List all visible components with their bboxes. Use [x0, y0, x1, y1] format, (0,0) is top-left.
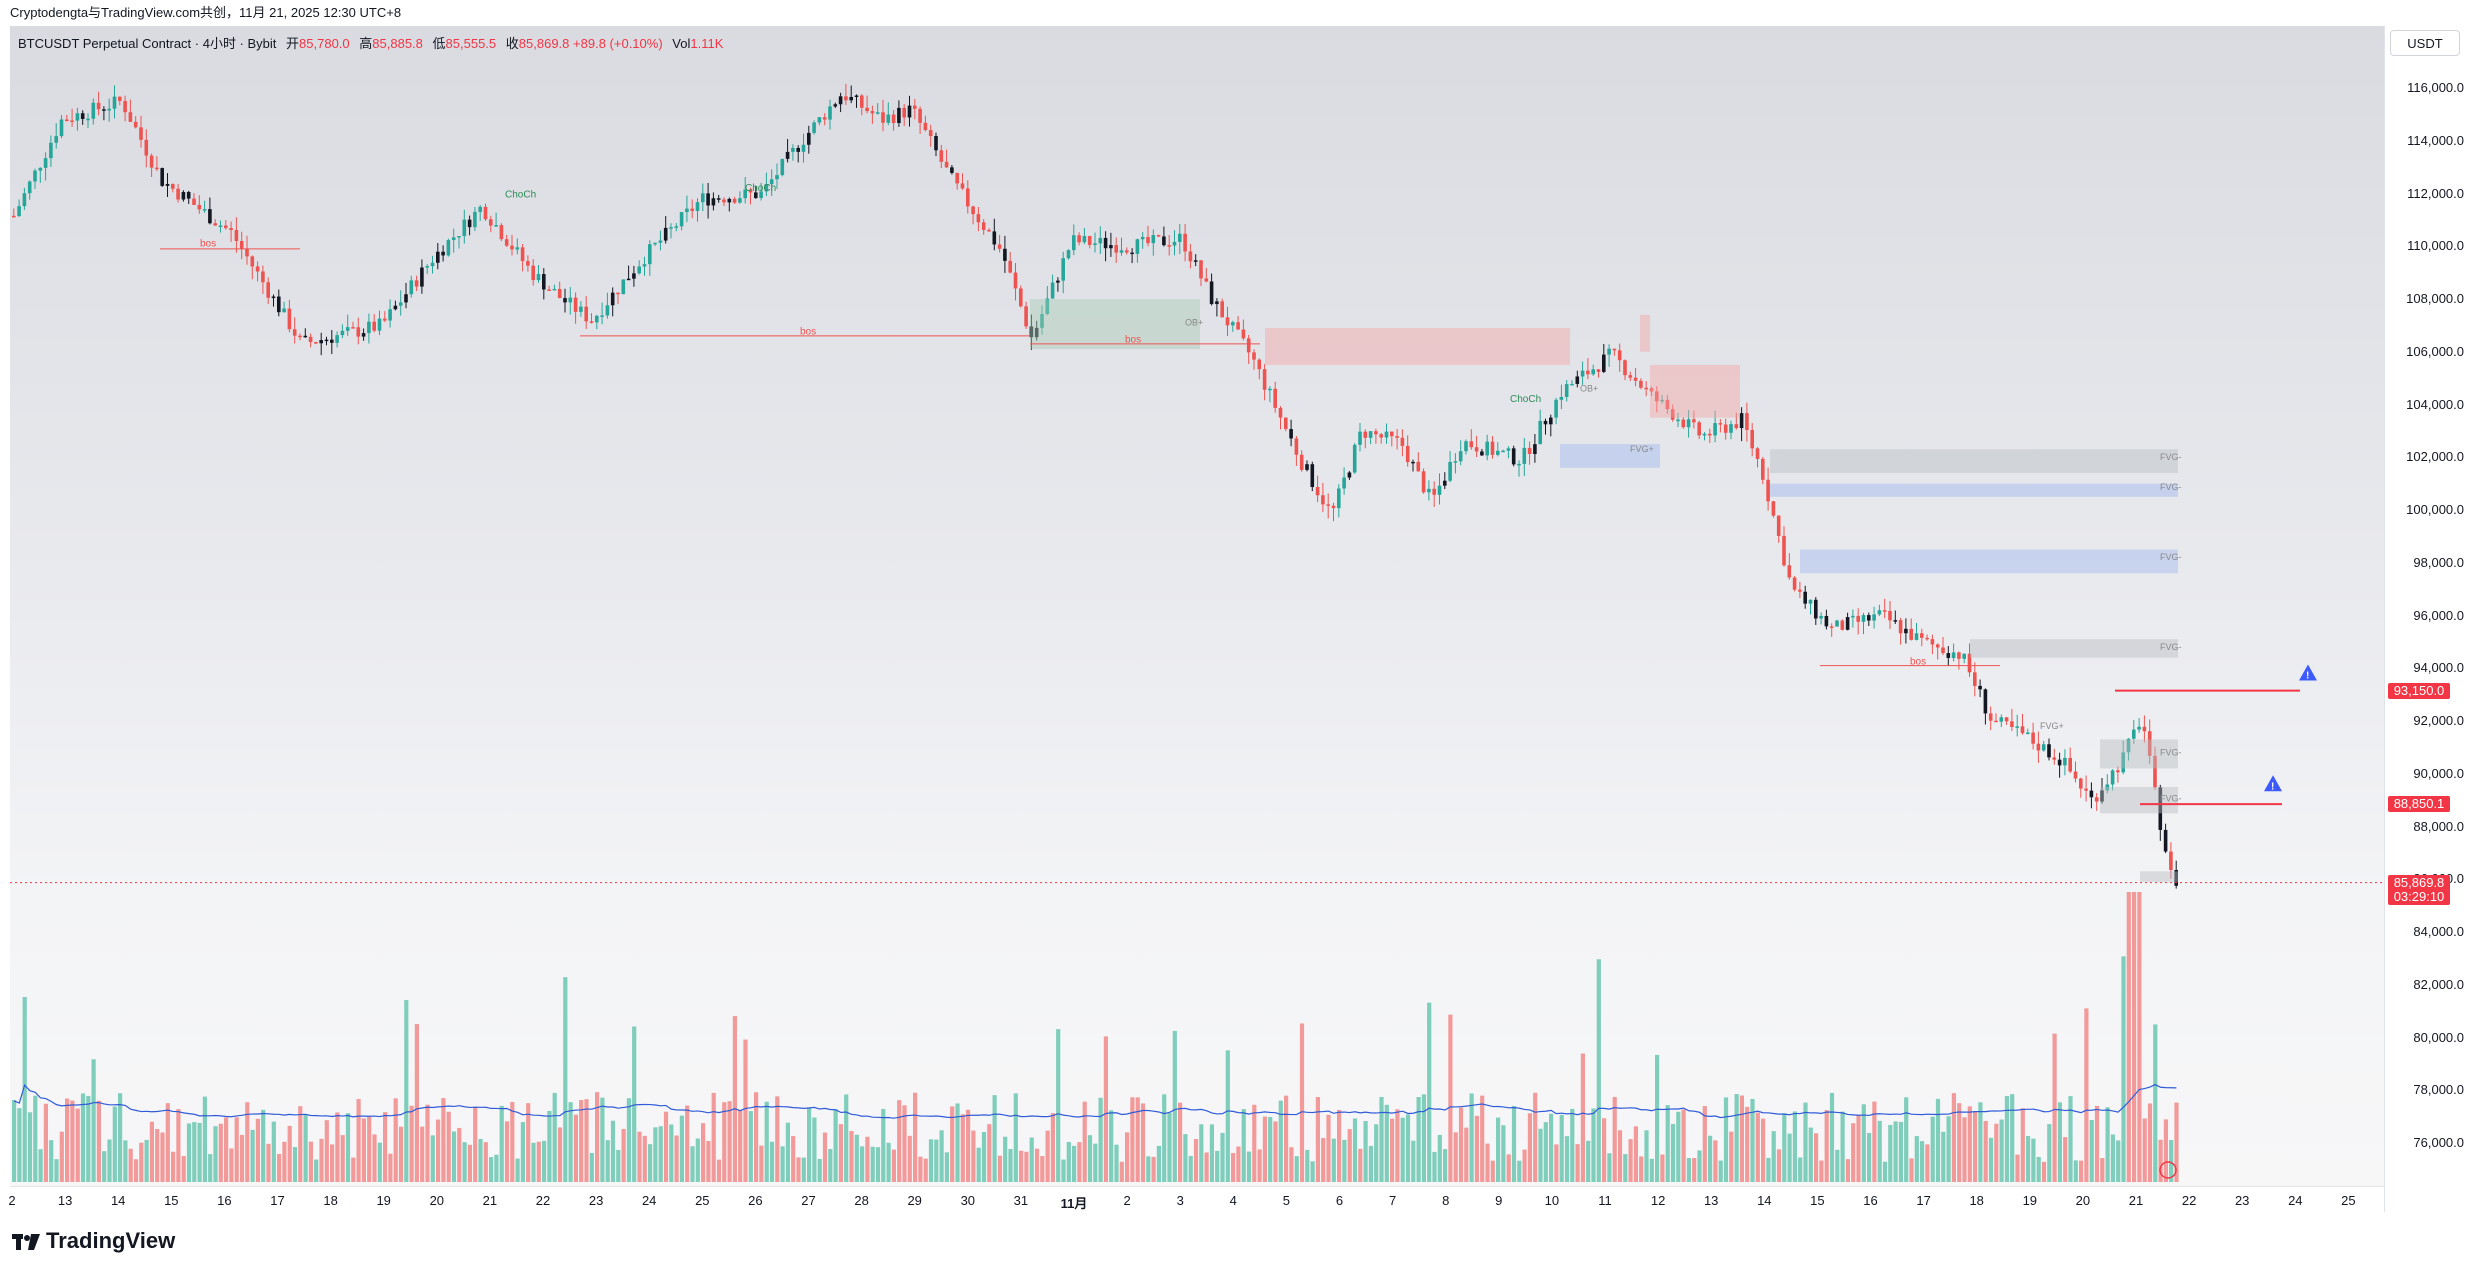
tradingview-logo[interactable]: TradingView: [12, 1228, 175, 1254]
time-tick-label: 31: [1013, 1193, 1029, 1208]
attribution-bar: Cryptodengta与TradingView.com共创，11月 21, 2…: [0, 0, 2475, 26]
tv-logo-icon: [12, 1232, 40, 1250]
time-tick-label: 30: [960, 1193, 976, 1208]
time-tick-label: 16: [217, 1193, 232, 1208]
time-tick-label: 21: [2128, 1193, 2144, 1208]
time-tick-label: 27: [801, 1193, 816, 1208]
time-tick-label: 9: [1495, 1193, 1503, 1208]
time-tick-label: 13: [57, 1193, 73, 1208]
time-tick-label: 19: [376, 1193, 391, 1208]
price-tick-label: 80,000.0: [2413, 1029, 2464, 1045]
close-value: 85,869.8: [518, 36, 570, 51]
price-tick-label: 94,000.0: [2413, 660, 2464, 676]
brand-name: TradingView: [46, 1228, 176, 1253]
chart-legend: BTCUSDT Perpetual Contract · 4小时 · Bybit…: [18, 33, 723, 52]
vol-value: 1.11K: [690, 36, 724, 51]
price-tick-label: 78,000.0: [2413, 1082, 2464, 1098]
time-tick-label: 8: [1442, 1193, 1450, 1208]
price-tick-label: 114,000.0: [2407, 132, 2464, 148]
time-tick-label: 25: [2341, 1193, 2356, 1208]
time-tick-label: 15: [164, 1193, 179, 1208]
vol-label: Vol: [672, 36, 691, 51]
time-tick-label: 17: [1916, 1193, 1931, 1208]
time-tick-label: 12: [1650, 1193, 1666, 1208]
time-tick-label: 3: [1176, 1193, 1184, 1208]
low-label: 低: [432, 36, 446, 51]
price-tick-label: 98,000.0: [2413, 554, 2464, 570]
time-tick-label: 25: [695, 1193, 710, 1208]
open-label: 开: [286, 36, 300, 51]
time-tick-label: 10: [1544, 1193, 1560, 1208]
currency-button[interactable]: USDT: [2390, 30, 2460, 56]
change-value: +89.8 (+0.10%): [573, 36, 663, 51]
time-tick-label: 21: [482, 1193, 498, 1208]
time-tick-label: 11: [1598, 1193, 1612, 1208]
price-tick-label: 84,000.0: [2413, 924, 2464, 939]
price-tick-label: 100,000.0: [2406, 502, 2464, 517]
time-tick-label: 7: [1388, 1193, 1397, 1208]
chart-pane[interactable]: [10, 26, 2384, 1186]
time-tick-label: 20: [2075, 1193, 2091, 1208]
price-tick-label: 108,000.0: [2406, 291, 2464, 306]
time-tick-label: 23: [2234, 1193, 2250, 1208]
price-tag: 88,850.1: [2388, 796, 2450, 813]
time-tick-label: 18: [1969, 1193, 1984, 1208]
time-tick-label: 24: [2288, 1193, 2303, 1208]
time-tick-label: 22: [2181, 1193, 2197, 1208]
price-tick-label: 88,000.0: [2413, 818, 2464, 834]
price-tag: 85,869.8: [2388, 874, 2450, 891]
time-tick-label: 26: [748, 1193, 763, 1208]
time-tick-label: 11月: [1060, 1196, 1088, 1211]
low-value: 85,555.5: [445, 36, 497, 51]
time-tick-label: 29: [907, 1193, 922, 1208]
close-label: 收: [505, 36, 519, 51]
price-tick-label: 104,000.0: [2406, 396, 2464, 412]
price-tick-label: 102,000.0: [2406, 449, 2464, 465]
time-tick-label: 5: [1282, 1193, 1291, 1208]
high-label: 高: [359, 36, 373, 51]
time-tick-label: 14: [110, 1193, 126, 1208]
price-tick-label: 116,000.0: [2407, 80, 2464, 95]
price-tick-label: 110,000.0: [2407, 238, 2464, 254]
price-tick-label: 92,000.0: [2413, 713, 2464, 728]
time-tick-label: 16: [1863, 1193, 1878, 1208]
time-tick-label: 2: [8, 1193, 16, 1208]
price-tag: 03:29:10: [2388, 888, 2450, 905]
time-tick-label: 13: [1703, 1193, 1719, 1208]
time-axis[interactable]: 2 13 14 15 16 17 18 19 20 21 22 23 24 25 26 27 28 29 30 31 1…: [8, 1186, 2384, 1213]
time-tick-label: 20: [429, 1193, 445, 1208]
price-tick-label: 82,000.0: [2413, 976, 2464, 992]
symbol-title: BTCUSDT Perpetual Contract · 4小时 · Bybit: [18, 36, 277, 51]
high-value: 85,885.8: [372, 36, 423, 51]
open-value: 85,780.0: [299, 36, 350, 51]
price-tick-label: 90,000.0: [2413, 765, 2464, 781]
time-tick-label: 2: [1123, 1193, 1131, 1208]
time-tick-label: 17: [270, 1193, 285, 1208]
time-tick-label: 19: [2022, 1193, 2038, 1208]
time-tick-label: 24: [641, 1193, 657, 1208]
price-tick-label: 96,000.0: [2413, 607, 2464, 623]
time-tick-label: 6: [1335, 1193, 1344, 1208]
time-tick-label: 23: [588, 1193, 604, 1208]
time-tick-label: 4: [1229, 1193, 1237, 1208]
time-tick-label: 22: [535, 1193, 551, 1208]
attribution-text: Cryptodengta与TradingView.com共创，11月 21, 2…: [10, 5, 402, 20]
price-tick-label: 76,000.0: [2413, 1135, 2464, 1150]
time-tick-label: 15: [1810, 1193, 1825, 1208]
price-tick-label: 112,000.0: [2407, 185, 2464, 201]
time-tick-label: 28: [854, 1193, 869, 1208]
time-tick-label: 14: [1757, 1193, 1772, 1208]
price-axis[interactable]: 116,000.0 114,000.0 112,000.0 110,000.0 108,…: [2384, 26, 2475, 1212]
price-tag: 93,150.0: [2388, 682, 2450, 699]
time-tick-label: 18: [323, 1193, 338, 1208]
price-tick-label: 106,000.0: [2406, 343, 2464, 359]
